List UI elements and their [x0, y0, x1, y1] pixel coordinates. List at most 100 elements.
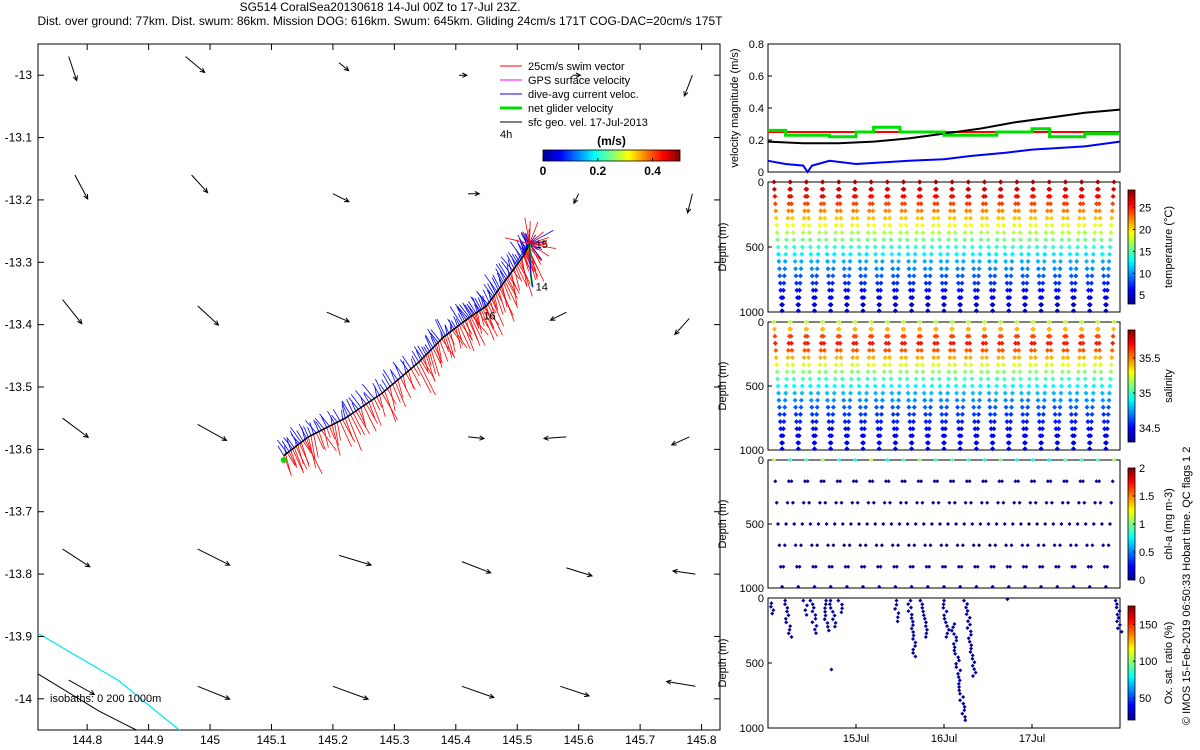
- chl-point: [850, 500, 855, 505]
- profile-point: [821, 193, 826, 199]
- profile-point: [988, 287, 994, 293]
- swim-vector: [336, 422, 341, 441]
- profile-point: [783, 244, 789, 250]
- profile-point: [991, 295, 996, 301]
- profile-point: [862, 411, 868, 417]
- profile-point: [781, 419, 787, 425]
- swim-vector: [503, 282, 511, 301]
- profile-point: [967, 208, 973, 214]
- chl-point: [946, 522, 950, 526]
- profile-point: [951, 208, 957, 214]
- profile-point: [893, 302, 899, 308]
- profile-point: [1039, 302, 1045, 308]
- oxygen-point: [783, 616, 788, 621]
- chl-point: [827, 564, 832, 569]
- oxygen-point: [822, 617, 827, 622]
- chl-point: [789, 479, 794, 484]
- profile-point: [805, 340, 811, 346]
- profile-point: [804, 326, 810, 332]
- chl-point: [823, 500, 828, 505]
- profile-point: [872, 244, 878, 250]
- profile-point: [891, 287, 897, 293]
- profile-point: [781, 411, 787, 417]
- dac-vector: [447, 318, 455, 330]
- profile-point: [772, 201, 778, 207]
- profile-point: [915, 355, 920, 361]
- oxygen-point: [813, 616, 818, 621]
- profile-point: [960, 397, 966, 403]
- profile-point: [1074, 251, 1080, 257]
- profile-point: [942, 295, 948, 301]
- profile-point: [1011, 362, 1017, 368]
- profile-point: [1040, 411, 1046, 417]
- profile-point: [1025, 397, 1031, 403]
- profile-point: [1022, 308, 1028, 314]
- profile-point: [1096, 333, 1102, 339]
- dac-vector: [394, 363, 401, 378]
- profile-point: [1085, 411, 1090, 417]
- profile-point: [1017, 230, 1023, 236]
- profile-point: [998, 179, 1004, 185]
- profile-point: [865, 376, 870, 382]
- profile-point: [1054, 446, 1060, 452]
- swim-vector: [410, 368, 421, 387]
- depth-y-tick-label: 1000: [740, 445, 764, 457]
- chl-point: [1058, 543, 1062, 548]
- profile-point: [995, 369, 1000, 375]
- profile-point: [858, 280, 864, 286]
- profile-point: [1103, 446, 1109, 452]
- profile-point: [825, 258, 830, 264]
- oxygen-point: [922, 616, 927, 621]
- profile-point: [901, 186, 907, 192]
- profile-point: [1040, 426, 1045, 432]
- profile-point: [1044, 222, 1049, 228]
- profile-point: [839, 230, 845, 236]
- turn-vector: [529, 237, 550, 244]
- profile-point: [1042, 390, 1048, 396]
- profile-point: [887, 355, 893, 361]
- profile-point: [918, 193, 924, 199]
- profile-point: [932, 201, 938, 207]
- dac-vector: [511, 253, 519, 264]
- dac-vector: [474, 297, 482, 310]
- chl-point: [1040, 564, 1045, 569]
- profile-point: [1089, 404, 1095, 410]
- profile-point: [1028, 215, 1034, 221]
- profile-point: [1043, 230, 1049, 236]
- profile-point: [890, 411, 896, 417]
- profile-point: [927, 419, 933, 425]
- profile-point: [798, 397, 804, 403]
- oxygen-point: [913, 654, 918, 659]
- profile-point: [823, 369, 829, 375]
- chl-point: [1037, 564, 1042, 569]
- chl-point: [890, 543, 895, 548]
- profile-point: [1105, 411, 1111, 417]
- profile-point: [800, 376, 806, 382]
- profile-point: [834, 208, 840, 214]
- profile-point: [995, 355, 1001, 361]
- profile-point: [871, 230, 877, 236]
- profile-point: [793, 404, 799, 410]
- chl-point: [902, 479, 907, 484]
- profile-point: [832, 383, 838, 389]
- oxygen-point: [969, 632, 973, 637]
- profile-point: [1016, 208, 1022, 214]
- chl-point: [1012, 500, 1017, 505]
- swim-vector: [497, 289, 506, 313]
- depth-y-tick-label: 1000: [740, 307, 764, 319]
- profile-point: [994, 383, 1000, 389]
- profile-point: [862, 273, 868, 279]
- profile-point: [895, 411, 901, 417]
- profile-point: [944, 404, 950, 410]
- profile-point: [909, 440, 915, 446]
- chl-point: [816, 522, 821, 526]
- dac-vector: [320, 416, 328, 428]
- profile-point: [1098, 376, 1104, 382]
- dac-vector: [415, 350, 422, 361]
- geo-velocity-arrow: [665, 679, 696, 687]
- profile-point: [1060, 215, 1066, 221]
- profile-point: [828, 440, 834, 446]
- profile-point: [1034, 237, 1040, 243]
